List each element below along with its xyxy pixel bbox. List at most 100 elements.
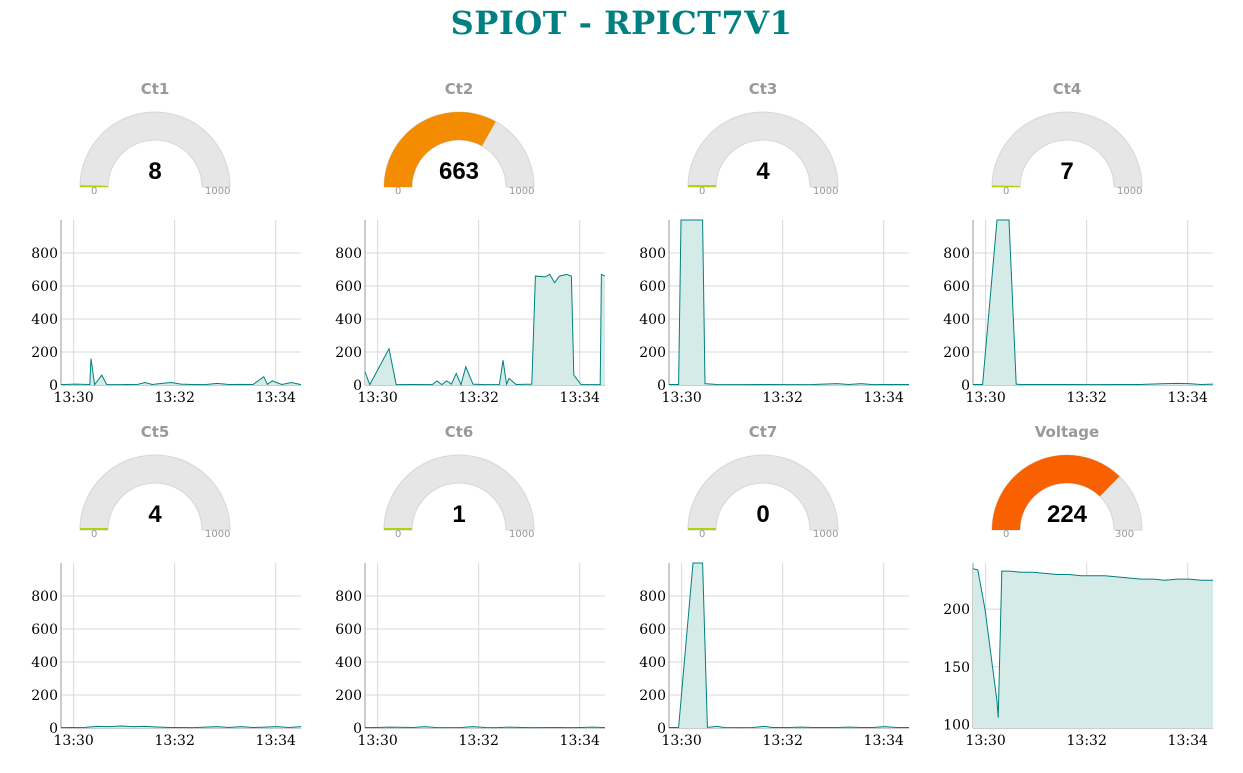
x-tick-label: 13:34 <box>256 733 296 749</box>
y-tick-label: 600 <box>639 622 666 638</box>
y-tick-label: 600 <box>943 279 970 295</box>
x-tick-label: 13:30 <box>357 733 397 749</box>
history-chart: 800 600 400 200 013:30 13:32 13:34 <box>639 219 909 406</box>
y-tick-label: 400 <box>31 312 58 328</box>
x-tick-label: 13:34 <box>1168 733 1208 749</box>
gauge-fill <box>80 185 109 187</box>
gauge-min-label: 0 <box>91 529 98 540</box>
gauge-min-label: 0 <box>395 186 402 197</box>
gauge-fill <box>384 528 412 530</box>
y-tick-label: 600 <box>31 279 58 295</box>
gauge-value: 224 <box>1046 501 1088 528</box>
gauge <box>383 454 535 531</box>
gauge-fill <box>688 185 716 187</box>
series-line <box>364 726 606 729</box>
x-tick-label: 13:34 <box>864 733 904 749</box>
y-tick-label: 400 <box>639 655 666 671</box>
x-tick-label: 13:30 <box>661 733 701 749</box>
history-chart: 800 600 400 200 013:30 13:32 13:34 <box>943 219 1214 406</box>
gauge <box>687 111 839 188</box>
x-tick-label: 13:30 <box>357 390 397 406</box>
y-tick-label: 600 <box>335 279 362 295</box>
gauge-fill <box>688 528 716 530</box>
y-tick-label: 800 <box>639 246 666 262</box>
x-tick-label: 13:34 <box>560 390 600 406</box>
gauge-value: 7 <box>1060 158 1074 185</box>
gauge-track <box>79 111 231 188</box>
panel-label: Ct6 <box>444 423 474 441</box>
gauge-value: 663 <box>438 158 480 185</box>
gauge-min-label: 0 <box>1003 529 1010 540</box>
gauge <box>79 454 231 531</box>
y-tick-label: 400 <box>639 312 666 328</box>
y-tick-label: 0 <box>961 378 970 394</box>
gauge-track <box>687 111 839 188</box>
gauge-max-label: 1000 <box>1117 186 1143 197</box>
gauge-value: 4 <box>148 501 162 528</box>
gauge-min-label: 0 <box>699 186 706 197</box>
gauge-max-label: 1000 <box>205 186 231 197</box>
y-tick-label: 800 <box>31 246 58 262</box>
page-title: SPIOT - RPICT7V1 <box>450 4 793 42</box>
panel-label: Ct3 <box>748 80 778 98</box>
gauge <box>991 454 1143 531</box>
y-tick-label: 0 <box>49 721 58 737</box>
panel-ct1: Ct1 8 0 1000 800 600 400 200 0 13:30 13:32 13:3… <box>3 80 307 423</box>
gauge-fill <box>992 185 1021 187</box>
y-tick-label: 400 <box>943 312 970 328</box>
series-area <box>973 220 1213 385</box>
panel-voltage: Voltage 224 0 300 200 150 100 13:30 13:32 13:… <box>915 423 1219 766</box>
gauge-min-label: 0 <box>395 529 402 540</box>
series-line <box>669 562 909 729</box>
gauge-value: 8 <box>148 158 162 185</box>
y-tick-label: 200 <box>943 345 970 361</box>
y-tick-label: 200 <box>639 688 666 704</box>
x-tick-label: 13:34 <box>560 733 600 749</box>
gauge-value: 4 <box>756 158 770 185</box>
x-tick-label: 13:32 <box>155 733 195 749</box>
y-tick-label: 600 <box>335 622 362 638</box>
history-chart: 800 600 400 200 013:30 13:32 13:34 <box>31 220 302 406</box>
y-tick-label: 600 <box>639 279 666 295</box>
history-chart: 800 600 400 200 013:30 13:32 13:34 <box>335 563 606 749</box>
x-tick-label: 13:34 <box>864 390 904 406</box>
y-tick-label: 200 <box>943 602 970 618</box>
y-tick-label: 200 <box>31 688 58 704</box>
series-line <box>364 273 606 387</box>
series-area <box>365 274 605 385</box>
y-tick-label: 200 <box>335 345 362 361</box>
y-tick-label: 800 <box>335 589 362 605</box>
x-tick-label: 13:32 <box>1067 390 1107 406</box>
gauge-max-label: 1000 <box>205 529 231 540</box>
gauge <box>383 111 535 188</box>
panel-ct7: Ct7 0 0 1000 800 600 400 200 0 13:30 13:32 13:3… <box>611 423 915 766</box>
gauge-max-label: 1000 <box>813 529 839 540</box>
y-tick-label: 800 <box>639 589 666 605</box>
y-tick-label: 0 <box>49 378 58 394</box>
gauge <box>79 111 231 188</box>
x-tick-label: 13:32 <box>459 733 499 749</box>
x-tick-label: 13:32 <box>459 390 499 406</box>
y-tick-label: 200 <box>31 345 58 361</box>
history-chart: 800 600 400 200 013:30 13:32 13:34 <box>335 220 606 406</box>
y-tick-label: 150 <box>943 660 970 676</box>
series-line <box>669 219 909 386</box>
gauge-track <box>79 454 231 531</box>
x-tick-label: 13:32 <box>155 390 195 406</box>
y-tick-label: 200 <box>335 688 362 704</box>
gauge-max-label: 1000 <box>509 529 535 540</box>
series-line <box>972 568 1213 718</box>
gauge <box>991 111 1143 188</box>
gauge-fill <box>384 111 496 187</box>
panel-ct2: Ct2 663 0 1000 800 600 400 200 0 13:30 13:32 13… <box>307 80 611 423</box>
panel-label: Ct4 <box>1052 80 1082 98</box>
series-line <box>60 358 302 386</box>
panel-label: Ct2 <box>444 80 474 98</box>
panel-label: Ct7 <box>748 423 778 441</box>
series-line <box>60 725 302 729</box>
gauge-min-label: 0 <box>91 186 98 197</box>
x-tick-label: 13:30 <box>965 733 1005 749</box>
y-tick-label: 0 <box>353 378 362 394</box>
gauge-value: 1 <box>452 501 466 528</box>
